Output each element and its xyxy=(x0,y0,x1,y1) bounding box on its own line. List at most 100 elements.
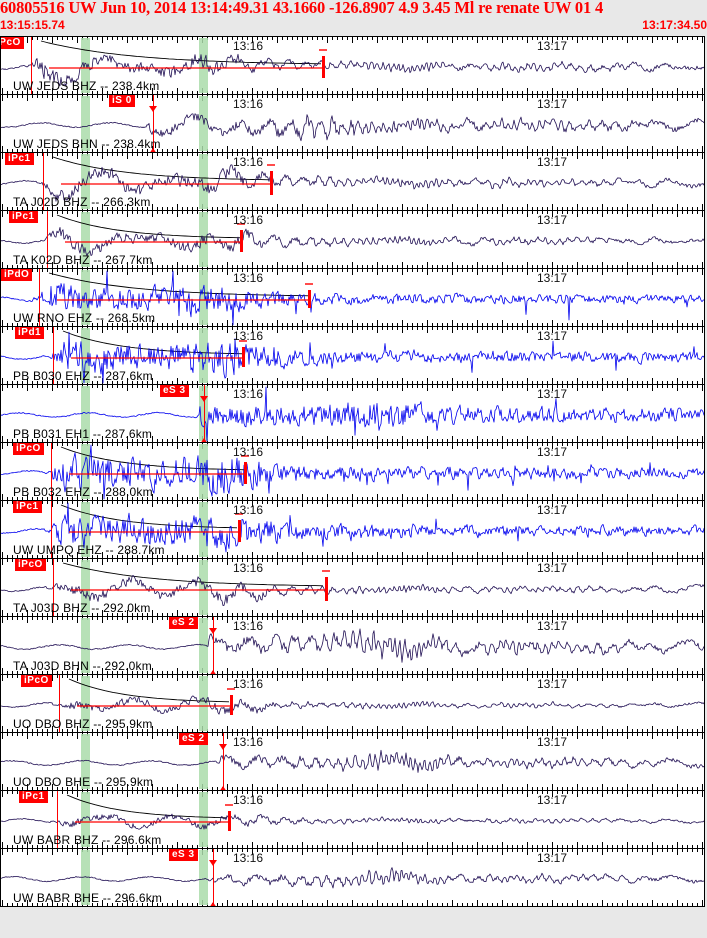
phase-pick-label[interactable]: iPdO xyxy=(1,269,33,281)
polarity-down-icon xyxy=(200,396,208,402)
polarity-up-icon xyxy=(219,786,227,790)
time-band-highlight xyxy=(199,328,208,383)
trace-panel[interactable]: 13:16 13:17 iPcO PB B032 EHZ -- 288.0km xyxy=(0,442,705,500)
pick-line xyxy=(59,675,60,732)
time-tick-label: 13:16 xyxy=(233,561,264,575)
trace-panel[interactable]: 13:16 13:17 iPcO TA J03D BHZ -- 292.0km xyxy=(0,558,705,616)
station-label: UW UMPQ EHZ -- 288.7km xyxy=(13,543,165,557)
waveform xyxy=(1,749,704,773)
trace-panel[interactable]: 13:16 13:17 iPdO UW RNO EHZ -- 268.5km xyxy=(0,268,705,326)
phase-pick-label[interactable]: iPc1 xyxy=(13,501,42,513)
waveform xyxy=(1,156,704,202)
station-label: UW JEDS BHZ -- 238.4km xyxy=(13,79,160,93)
window-start-time: 13:15:15.74 xyxy=(0,18,65,32)
time-band-highlight xyxy=(199,792,208,847)
phase-pick-label[interactable]: eS 3 xyxy=(169,849,198,861)
time-tick-label: 13:16 xyxy=(233,387,264,401)
trace-panel[interactable]: 13:16 13:17 iPc1 UW BABR BHZ -- 296.6km xyxy=(0,790,705,848)
trace-panel[interactable]: 13:16 13:17 iPc1 TA K02D BHZ -- 267.7km xyxy=(0,210,705,268)
pick-line xyxy=(53,327,54,384)
station-label: TA J03D BHZ -- 292.0km xyxy=(13,601,151,615)
polarity-down-icon xyxy=(209,628,217,634)
polarity-up-icon xyxy=(209,902,217,906)
waveform xyxy=(1,113,704,142)
time-band-highlight xyxy=(199,502,208,557)
station-label: UO DBO BHE -- 295.9km xyxy=(13,775,154,789)
time-band-highlight xyxy=(199,270,208,325)
trace-panel[interactable]: 13:16 13:17 iS 0 UW JEDS BHN -- 238.4km xyxy=(0,94,705,152)
waveform xyxy=(1,40,704,87)
pick-line xyxy=(31,37,32,94)
waveform xyxy=(1,562,704,606)
phase-pick-label[interactable]: iPcO xyxy=(15,559,46,571)
waveform xyxy=(1,270,704,326)
trace-panel[interactable]: 13:16 13:17 iPc1 UW UMPQ EHZ -- 288.7km xyxy=(0,500,705,558)
time-tick-label: 13:17 xyxy=(537,677,568,691)
time-band-highlight xyxy=(81,850,90,905)
trace-panel[interactable]: 13:16 13:17 eS 3 PB B031 EH1 -- 287.6km xyxy=(0,384,705,442)
phase-pick-label[interactable]: iS 0 xyxy=(109,95,135,107)
phase-pick-label[interactable]: iPcO xyxy=(1,37,24,49)
pick-line xyxy=(153,95,154,152)
station-label: UO DBO BHZ -- 295.9km xyxy=(13,717,153,731)
time-tick-label: 13:16 xyxy=(233,213,264,227)
time-band-highlight xyxy=(81,444,90,499)
phase-pick-label[interactable]: iPcO xyxy=(21,675,52,687)
time-tick-label: 13:17 xyxy=(537,619,568,633)
time-band-highlight xyxy=(81,792,90,847)
polarity-up-icon xyxy=(209,670,217,674)
time-tick-label: 13:17 xyxy=(537,445,568,459)
time-tick-label: 13:16 xyxy=(233,155,264,169)
time-tick-label: 13:17 xyxy=(537,155,568,169)
phase-pick-label[interactable]: iPc1 xyxy=(9,211,38,223)
phase-pick-label[interactable]: iPc1 xyxy=(19,791,48,803)
trace-panel[interactable]: 13:16 13:17 iPc1 TA J02D BHZ -- 266.3km xyxy=(0,152,705,210)
time-tick-label: 13:16 xyxy=(233,329,264,343)
waveform xyxy=(1,794,704,831)
trace-panel[interactable]: 13:16 13:17 eS 3 UW BABR BHE -- 296.6km xyxy=(0,848,705,907)
time-tick-label: 13:17 xyxy=(537,329,568,343)
time-tick-label: 13:17 xyxy=(537,735,568,749)
trace-panel[interactable]: 13:16 13:17 iPcO UO DBO BHZ -- 295.9km xyxy=(0,674,705,732)
time-band-highlight xyxy=(81,96,90,151)
station-label: TA K02D BHZ -- 267.7km xyxy=(13,253,153,267)
time-band-highlight xyxy=(81,328,90,383)
trace-panel[interactable]: 13:16 13:17 eS 2 TA J03D BHN -- 292.0km xyxy=(0,616,705,674)
waveform xyxy=(1,386,704,442)
window-end-time: 13:17:34.50 xyxy=(642,18,707,32)
time-band-highlight xyxy=(199,154,208,209)
time-tick-label: 13:16 xyxy=(233,793,264,807)
trace-panel[interactable]: 13:16 13:17 iPcO UW JEDS BHZ -- 238.4km xyxy=(0,36,705,94)
time-tick-label: 13:16 xyxy=(233,503,264,517)
polarity-up-icon xyxy=(149,148,157,152)
time-band-highlight xyxy=(81,38,90,93)
pick-line xyxy=(47,211,48,268)
pick-line xyxy=(57,791,58,848)
time-tick-label: 13:17 xyxy=(537,503,568,517)
waveform xyxy=(1,502,704,553)
time-band-highlight xyxy=(199,386,208,441)
pick-line xyxy=(53,559,54,616)
waveform xyxy=(1,867,704,889)
phase-pick-label[interactable]: eS 3 xyxy=(160,385,189,397)
phase-pick-label[interactable]: iPd1 xyxy=(15,327,45,339)
station-label: UW BABR BHZ -- 296.6km xyxy=(13,833,162,847)
phase-pick-label[interactable]: eS 2 xyxy=(169,617,198,629)
pick-line xyxy=(51,443,52,500)
time-band-highlight xyxy=(81,154,90,209)
time-band-highlight xyxy=(81,270,90,325)
polarity-down-icon xyxy=(149,106,157,112)
time-tick-label: 13:17 xyxy=(537,271,568,285)
time-tick-label: 13:16 xyxy=(233,271,264,285)
time-tick-label: 13:17 xyxy=(537,851,568,865)
time-tick-label: 13:16 xyxy=(233,445,264,459)
time-band-highlight xyxy=(81,560,90,615)
time-band-highlight xyxy=(199,618,208,673)
pick-line xyxy=(43,153,44,210)
trace-panel[interactable]: 13:16 13:17 eS 2 UO DBO BHE -- 295.9km xyxy=(0,732,705,790)
waveform xyxy=(1,330,704,384)
trace-panel[interactable]: 13:16 13:17 iPd1 PB B030 EHZ -- 287.6km xyxy=(0,326,705,384)
phase-pick-label[interactable]: iPc1 xyxy=(5,153,34,165)
phase-pick-label[interactable]: iPcO xyxy=(13,443,44,455)
phase-pick-label[interactable]: eS 2 xyxy=(179,733,208,745)
